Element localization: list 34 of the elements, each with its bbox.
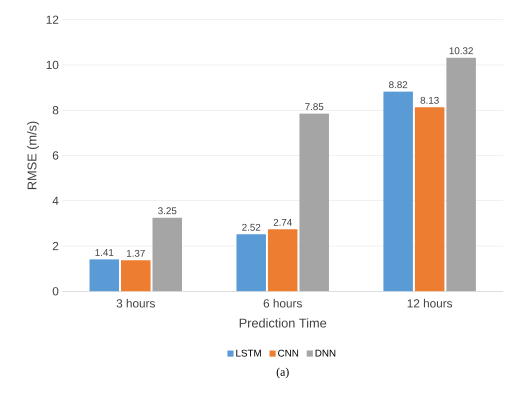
x-tick-label: 3 hours <box>116 298 155 308</box>
bar <box>268 229 298 292</box>
bar <box>152 218 182 292</box>
bar <box>299 113 329 292</box>
legend-label: CNN <box>278 350 298 356</box>
bar <box>236 234 266 292</box>
data-label: 8.82 <box>389 81 408 88</box>
bar <box>383 91 413 292</box>
text: (a) <box>276 367 289 378</box>
y-tick-label: 2 <box>52 242 58 250</box>
y-tick-label: 0 <box>52 286 58 296</box>
data-label: 1.37 <box>126 250 145 257</box>
data-label: 3.25 <box>158 207 176 214</box>
bar <box>90 259 120 292</box>
x-axis-title: Prediction Time <box>240 318 326 328</box>
bar <box>446 58 476 292</box>
legend-label: LSTM <box>236 350 261 356</box>
data-label: 7.85 <box>305 103 324 110</box>
bar <box>121 260 151 292</box>
bar <box>414 107 444 292</box>
data-label: 2.52 <box>242 224 260 231</box>
y-axis-title: RMSE (m/s) <box>27 121 40 189</box>
y-tick-label: 12 <box>46 15 58 24</box>
y-tick-label: 4 <box>52 196 58 205</box>
x-tick-label: 6 hours <box>264 298 302 308</box>
x-tick-label: 12 hours <box>408 298 452 308</box>
data-label: 10.32 <box>450 47 473 54</box>
data-label: 2.74 <box>274 218 292 226</box>
y-tick-label: 8 <box>52 106 58 114</box>
y-tick-label: 6 <box>52 151 58 160</box>
data-label: 1.41 <box>95 248 114 256</box>
legend-label: DNN <box>316 350 336 356</box>
data-label: 8.13 <box>420 96 439 104</box>
y-tick-label: 10 <box>46 60 58 69</box>
